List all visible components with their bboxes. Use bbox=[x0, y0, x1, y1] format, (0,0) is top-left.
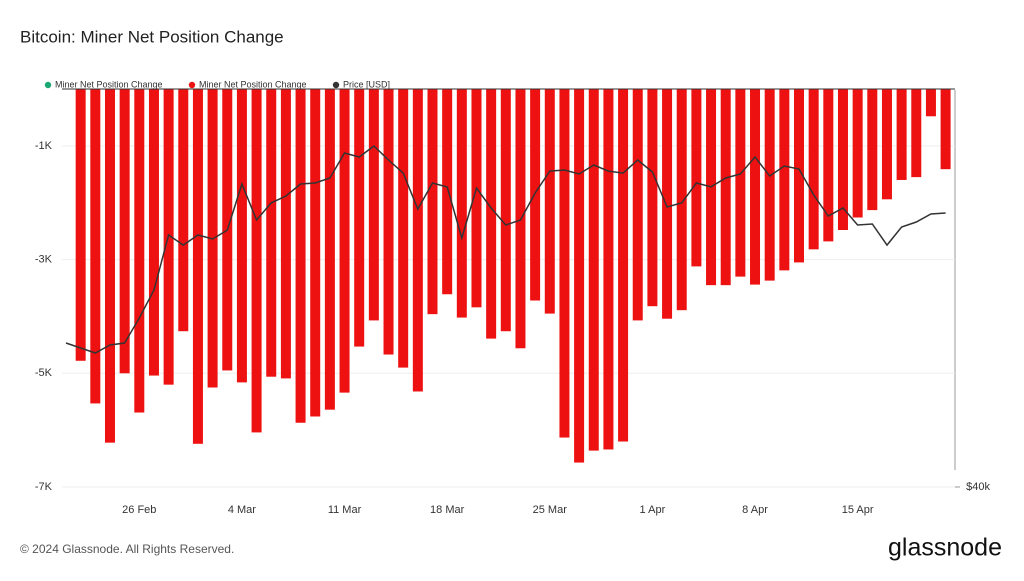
y-tick-label: -3K bbox=[35, 253, 53, 265]
bar bbox=[134, 89, 145, 413]
x-tick-label: 25 Mar bbox=[533, 504, 568, 516]
bar bbox=[324, 89, 335, 410]
copyright: © 2024 Glassnode. All Rights Reserved. bbox=[20, 542, 234, 556]
bar bbox=[75, 89, 86, 361]
bar bbox=[911, 89, 922, 178]
x-tick-label: 1 Apr bbox=[640, 504, 666, 516]
bar bbox=[662, 89, 673, 319]
bar bbox=[632, 89, 643, 321]
x-tick-label: 18 Mar bbox=[430, 504, 465, 516]
legend: Miner Net Position Change Miner Net Posit… bbox=[44, 79, 390, 89]
bar bbox=[500, 89, 511, 332]
y-tick-label: -5K bbox=[35, 367, 53, 379]
x-tick-label: 11 Mar bbox=[328, 504, 362, 516]
x-tick-label: 4 Mar bbox=[228, 504, 256, 516]
legend-swatch bbox=[332, 81, 340, 89]
bar bbox=[368, 89, 379, 321]
legend-swatch bbox=[44, 81, 52, 89]
legend-label: Miner Net Position Change bbox=[55, 79, 163, 89]
bar bbox=[720, 89, 731, 286]
bar bbox=[837, 89, 848, 231]
chart-title: Bitcoin: Miner Net Position Change bbox=[20, 27, 284, 46]
bar bbox=[881, 89, 892, 200]
x-tick-label: 15 Apr bbox=[842, 504, 874, 516]
bar bbox=[823, 89, 834, 242]
bar bbox=[691, 89, 702, 267]
bar bbox=[427, 89, 438, 315]
bar bbox=[794, 89, 804, 263]
bar bbox=[852, 89, 863, 218]
legend-label: Miner Net Position Change bbox=[199, 79, 307, 89]
bar bbox=[588, 89, 599, 451]
legend-swatch bbox=[188, 81, 196, 89]
bar bbox=[236, 89, 247, 383]
bar bbox=[398, 89, 409, 368]
y-tick-label: -1K bbox=[35, 140, 53, 152]
bar bbox=[148, 89, 159, 376]
bar bbox=[471, 89, 482, 308]
bar bbox=[750, 89, 761, 285]
bar bbox=[104, 89, 115, 443]
bar bbox=[779, 89, 790, 271]
x-tick-label: 8 Apr bbox=[742, 504, 768, 516]
bar bbox=[251, 89, 262, 433]
bar bbox=[339, 89, 350, 393]
bar bbox=[735, 89, 746, 277]
bar bbox=[940, 89, 951, 170]
bar bbox=[310, 89, 321, 417]
bar bbox=[90, 89, 101, 404]
bar bbox=[119, 89, 130, 374]
bar bbox=[178, 89, 189, 332]
bar bbox=[559, 89, 570, 438]
bar bbox=[544, 89, 555, 314]
bar bbox=[925, 89, 936, 117]
bar bbox=[618, 89, 629, 442]
bar bbox=[603, 89, 614, 450]
brand-logo: glassnode bbox=[888, 534, 1002, 562]
y-tick-label: -7K bbox=[35, 481, 53, 493]
bar bbox=[764, 89, 775, 281]
bar bbox=[354, 89, 365, 347]
bar bbox=[530, 89, 541, 301]
bar bbox=[808, 89, 819, 250]
legend-label: Price [USD] bbox=[343, 79, 390, 89]
bar bbox=[412, 89, 423, 392]
x-tick-label: 26 Feb bbox=[122, 504, 156, 516]
price-line bbox=[65, 145, 946, 354]
y2-tick-label: $40k bbox=[966, 481, 990, 493]
bar bbox=[280, 89, 291, 379]
bar bbox=[486, 89, 497, 339]
bar bbox=[676, 89, 687, 311]
bar bbox=[867, 89, 878, 211]
bar bbox=[456, 89, 467, 318]
bar bbox=[574, 89, 585, 463]
bar bbox=[295, 89, 306, 423]
bar bbox=[192, 89, 203, 444]
bar bbox=[647, 89, 658, 307]
bar bbox=[896, 89, 907, 180]
bar bbox=[442, 89, 453, 295]
bar bbox=[266, 89, 277, 377]
bar bbox=[383, 89, 394, 355]
